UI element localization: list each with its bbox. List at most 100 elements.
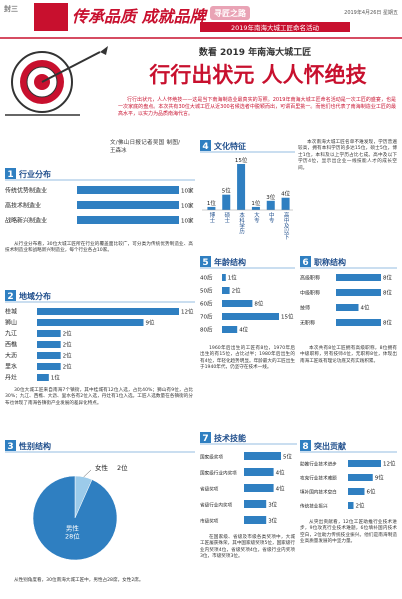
bar-label: 高技术制造业 [5,202,41,210]
value-label: 2位 [356,502,365,510]
section-number: 5 [202,258,208,268]
bar [237,164,246,210]
bar [336,289,381,296]
value-label: 2位 [63,352,72,360]
value-label: 2位 [63,330,72,338]
bar-label: 助推行业技术进步 [300,461,337,468]
banner-tag: 寻匠之路 [214,8,247,18]
section-number: 7 [202,434,208,444]
bar [37,319,144,326]
bar-label: 传统技业振兴 [300,503,328,510]
section-number: 1 [7,170,13,180]
bar-label: 博士 [208,212,215,223]
paragraph: 30位大城工匠来自南海7个镇街，其中桂城有12位入选，占比40%；狮山有9位，占… [5,388,193,406]
section-title: 职称结构 [314,257,346,267]
section-number: 2 [7,292,13,302]
bar-label: 40后 [200,274,213,282]
value-label: 12位 [383,460,396,468]
bar [266,200,275,210]
section-number-bg [200,432,211,443]
bar [251,206,260,210]
value-label: 4位 [361,304,370,312]
bar-label: 省级行业内奖项 [200,502,233,509]
slice-label: 女性 [95,463,109,472]
value-label: 15位 [235,156,248,164]
bar [37,308,179,315]
slice-value: 2位 [117,463,128,472]
bar-label: 国家级奖项 [200,454,223,461]
bar-label: 国家级行业内奖项 [200,470,237,477]
slice-value: 28位 [65,531,80,540]
value-label: 4位 [239,326,248,334]
value-label: 9位 [375,474,384,482]
bar-label: 硕士 [223,212,230,223]
value-label: 4位 [276,485,285,493]
bar [244,484,274,492]
bar [222,313,279,320]
section-title: 文化特征 [214,141,246,151]
value-label: 2位 [63,341,72,349]
bar-label: 本科学历 [238,212,245,234]
section-number-bg [300,256,311,267]
banner-text: 2019年南海大城工匠命名活动 [231,23,320,32]
value-label: 9位 [146,319,155,327]
bar-label: 攻克行业技术难题 [300,475,337,482]
bar-label: 桂城 [5,308,17,316]
paragraph: 1960年后出生的工匠有8位，1970年后出生的有15位，占比过半；1980年后… [200,346,295,371]
value-label: 15位 [281,313,294,321]
paragraph: 从性别角度看，30位南海大城工匠中，男性占28席，女性2席。 [14,578,144,583]
value-label: 3位 [266,193,275,201]
bar-label: 大沥 [5,352,17,360]
slice-label: 男性 [66,523,80,532]
bar [37,352,61,359]
bar [244,516,267,524]
bar [222,274,226,281]
bar [222,194,231,210]
section-number-bg [200,256,211,267]
value-label: 4位 [281,190,290,198]
bar-label: 战略新兴制造业 [5,217,47,225]
section-number-bg [200,140,211,151]
value-label: 2位 [232,287,241,295]
bar [222,300,253,307]
bar [37,330,61,337]
bar [77,201,179,209]
bar-label: 丹灶 [5,374,17,382]
bar-label: 50后 [200,287,213,295]
bar [77,186,179,194]
paragraph: 从行业分布看，30位大城工匠所在行业的覆盖面比较广，可分类为传统优势制造业、高技… [5,242,193,254]
bar [281,197,290,210]
value-label: 8位 [383,274,392,282]
section-title: 突出贡献 [314,441,346,451]
bar-label: 中级职称 [300,290,320,297]
bar [244,468,274,476]
section-number: 3 [7,442,13,452]
bar [348,488,365,495]
bar [336,304,359,311]
bar [336,319,381,326]
section-number: 4 [202,142,208,152]
value-label: 10家 [181,202,194,210]
bar-label: 高级职称 [300,275,320,282]
section-title: 性别结构 [19,441,51,451]
bar [77,216,179,224]
logo [34,3,68,31]
bar [37,374,49,381]
bar-label: 西樵 [5,341,17,349]
pie-slice [32,475,118,561]
value-label: 3位 [268,517,277,525]
bar-label: 中专 [267,212,274,223]
value-label: 10家 [181,217,194,225]
bar-label: 技师 [300,305,310,312]
bar [222,326,238,333]
bar [348,474,373,481]
value-label: 1位 [207,199,216,207]
bar [222,287,230,294]
bar-label: 70后 [200,313,213,321]
bar-label: 九江 [5,330,17,338]
section-title: 地域分布 [19,291,51,301]
section-number-bg [300,440,311,451]
paragraph: 在国家级、省级及市级各类奖项中，大城工匠屡获殊荣，其中国家级奖项5位，国家级行业… [200,535,295,560]
value-label: 1位 [228,274,237,282]
bar-label: 狮山 [5,319,17,327]
